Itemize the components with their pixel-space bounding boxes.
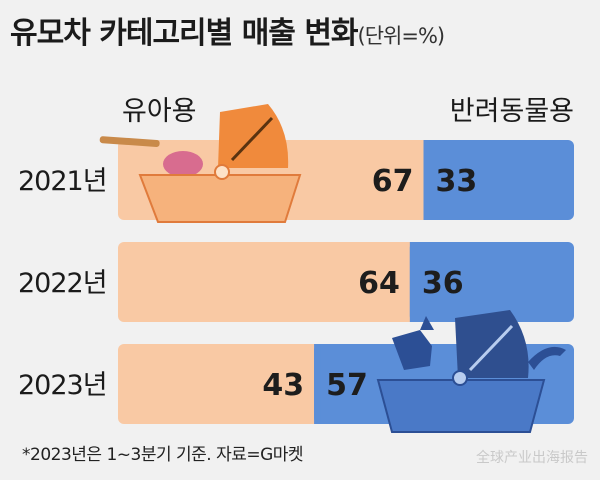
legend-baby: 유아용 [122,96,197,127]
category-label: 2022년 [18,268,107,299]
bar-pet [409,242,574,322]
watermark: 全球产业出海报告 [476,449,588,466]
bar-pet-edge [314,344,321,424]
category-label: 2023년 [18,370,107,401]
legend-pet: 반려동물용 [450,96,574,127]
category-label: 2021년 [18,166,107,197]
value-label-baby: 67 [372,164,414,199]
hood-line [230,116,274,162]
pet-stroller-hinge [452,370,468,386]
stroller-basket [138,174,302,223]
bar-pet [423,140,574,220]
pet-hood-line [468,324,514,372]
dog-ear [420,316,434,330]
baby-blanket [163,151,203,177]
bar-pet-edge [409,242,416,322]
stroller-handle [99,136,160,147]
baby-stroller-illustration [99,104,302,223]
bar-row: 2022년 64 36 [18,242,574,322]
bar-baby [118,242,416,322]
value-label-pet: 36 [422,266,464,301]
pet-stroller-handle [528,346,566,370]
bar-baby [118,344,321,424]
bar-pet-edge [423,140,430,220]
unit-note: (단위=%) [357,24,446,48]
pet-stroller-basket [376,379,546,433]
title-text: 유모차 카테고리별 매출 변화 [10,16,359,51]
chart-title: 유모차 카테고리별 매출 변화(단위=%) [10,8,446,52]
value-label-baby: 43 [262,368,304,403]
value-label-pet: 57 [326,368,368,403]
dog-head [392,330,432,370]
pet-stroller-illustration [376,310,566,433]
value-label-baby: 64 [358,266,400,301]
value-label-pet: 33 [436,164,478,199]
stroller-hinge [214,164,230,180]
footnote: *2023년은 1~3분기 기준. 자료=G마켓 [22,445,304,465]
